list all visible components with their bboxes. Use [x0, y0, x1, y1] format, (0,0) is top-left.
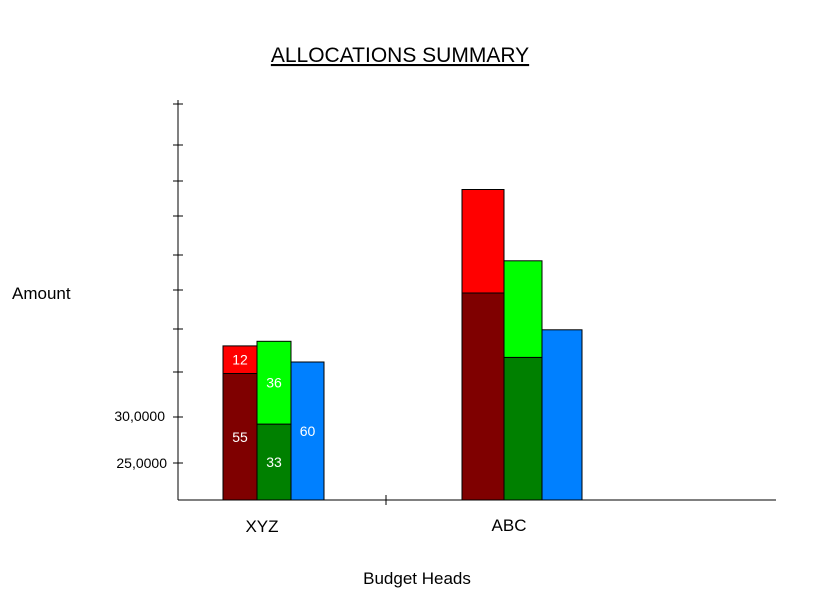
- bar-segment: [222, 345, 258, 374]
- bar-segment: [541, 329, 583, 501]
- category-label: XYZ: [245, 517, 278, 536]
- y-axis-label: Amount: [12, 284, 71, 303]
- data-label: 12: [232, 352, 248, 368]
- bars-layer: 55 12 33 36 60: [222, 189, 583, 501]
- bar-segment: [256, 340, 292, 425]
- data-label: 36: [266, 375, 282, 391]
- bar-segment: [461, 189, 505, 294]
- data-label: 55: [232, 429, 248, 445]
- bar-segment: [503, 356, 543, 501]
- y-tick-label: 25,0000: [116, 455, 167, 471]
- data-label: 33: [266, 454, 282, 470]
- y-axis-ticks: [173, 103, 183, 464]
- category-label: ABC: [492, 516, 527, 535]
- bar-segment: [256, 423, 292, 501]
- bar-segment: [461, 292, 505, 501]
- chart-title: ALLOCATIONS SUMMARY: [271, 44, 529, 67]
- data-label: 60: [300, 423, 316, 439]
- x-axis-label: Budget Heads: [363, 569, 471, 588]
- y-tick-label: 30,0000: [114, 408, 165, 424]
- bar-segment: [503, 260, 543, 358]
- bar-segment: [290, 361, 325, 501]
